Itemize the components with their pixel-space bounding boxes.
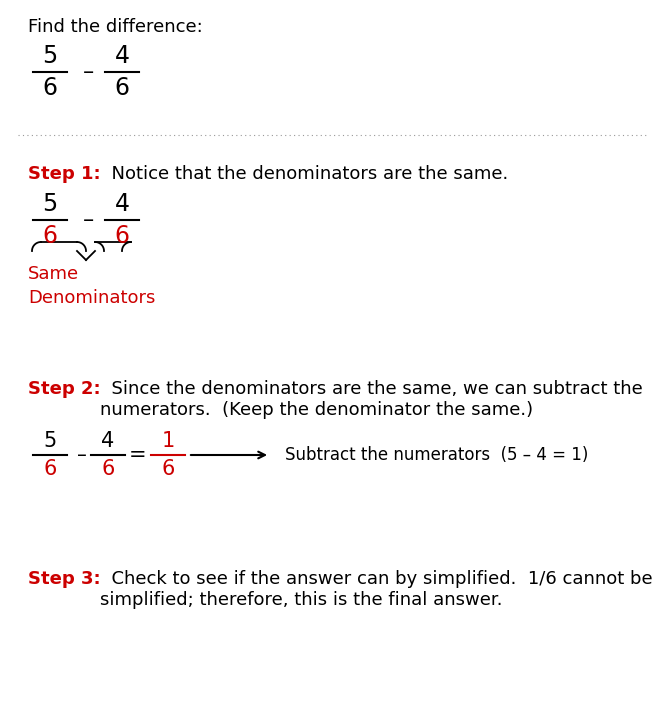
Text: 4: 4 bbox=[101, 431, 114, 451]
Text: 6: 6 bbox=[162, 459, 175, 479]
Text: 4: 4 bbox=[114, 44, 130, 68]
Text: Same
Denominators: Same Denominators bbox=[28, 265, 156, 307]
Text: 6: 6 bbox=[114, 224, 130, 248]
Text: 5: 5 bbox=[43, 431, 57, 451]
Text: =: = bbox=[129, 445, 147, 465]
Text: Subtract the numerators  (5 – 4 = 1): Subtract the numerators (5 – 4 = 1) bbox=[285, 446, 589, 464]
Text: Find the difference:: Find the difference: bbox=[28, 18, 203, 36]
Text: Since the denominators are the same, we can subtract the
numerators.  (Keep the : Since the denominators are the same, we … bbox=[100, 380, 643, 419]
Text: –: – bbox=[82, 62, 94, 82]
Text: 5: 5 bbox=[43, 44, 58, 68]
Text: 6: 6 bbox=[114, 76, 130, 100]
Text: –: – bbox=[82, 210, 94, 230]
Text: 4: 4 bbox=[114, 192, 130, 216]
Text: 1: 1 bbox=[162, 431, 175, 451]
Text: 6: 6 bbox=[43, 76, 57, 100]
Text: Step 2:: Step 2: bbox=[28, 380, 100, 398]
Text: Check to see if the answer can by simplified.  1/6 cannot be
simplified; therefo: Check to see if the answer can by simpli… bbox=[100, 570, 652, 609]
Text: 6: 6 bbox=[101, 459, 114, 479]
Text: 5: 5 bbox=[43, 192, 58, 216]
Text: Notice that the denominators are the same.: Notice that the denominators are the sam… bbox=[100, 165, 508, 183]
Text: Step 3:: Step 3: bbox=[28, 570, 100, 588]
Text: –: – bbox=[77, 445, 87, 464]
Text: Step 1:: Step 1: bbox=[28, 165, 100, 183]
Text: 6: 6 bbox=[43, 459, 57, 479]
Text: 6: 6 bbox=[43, 224, 57, 248]
